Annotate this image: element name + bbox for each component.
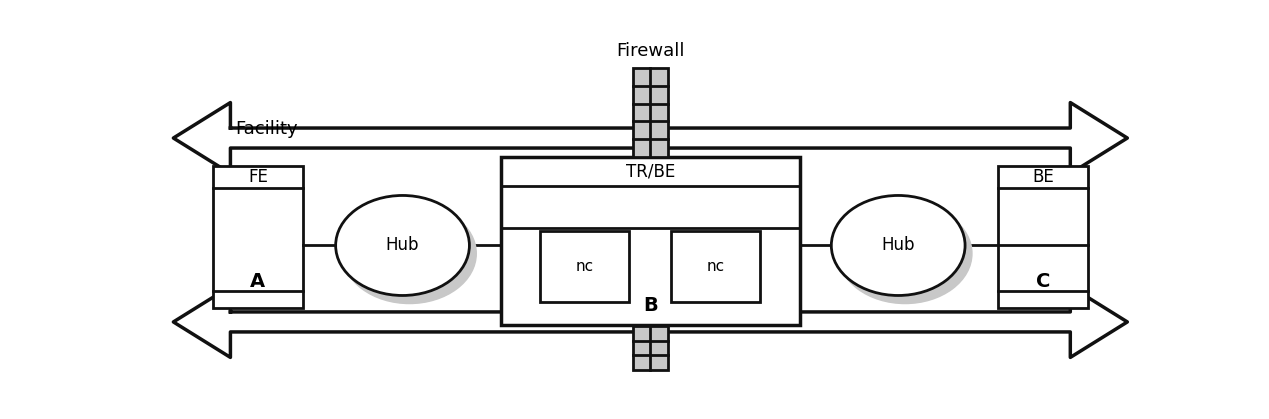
Text: FE: FE: [247, 168, 268, 186]
Polygon shape: [174, 103, 1127, 173]
Polygon shape: [174, 287, 1127, 357]
Text: Hub: Hub: [386, 236, 419, 254]
Bar: [501, 157, 799, 324]
Ellipse shape: [335, 195, 470, 295]
Bar: [541, 231, 628, 302]
Text: nc: nc: [575, 259, 594, 274]
Bar: [633, 68, 667, 157]
Text: TR/BE: TR/BE: [626, 162, 675, 180]
Bar: [633, 326, 667, 370]
Text: Firewall: Firewall: [617, 42, 684, 60]
Ellipse shape: [343, 204, 476, 303]
Text: C: C: [1036, 272, 1049, 291]
Text: B: B: [643, 296, 657, 315]
Text: A: A: [250, 272, 265, 291]
Bar: [671, 231, 760, 302]
Ellipse shape: [839, 204, 972, 303]
Text: Hub: Hub: [882, 236, 915, 254]
Text: Facility: Facility: [235, 120, 298, 138]
Ellipse shape: [831, 195, 966, 295]
Bar: [213, 166, 303, 308]
Text: nc: nc: [707, 259, 725, 274]
Text: BE: BE: [1032, 168, 1053, 186]
Bar: [997, 166, 1088, 308]
